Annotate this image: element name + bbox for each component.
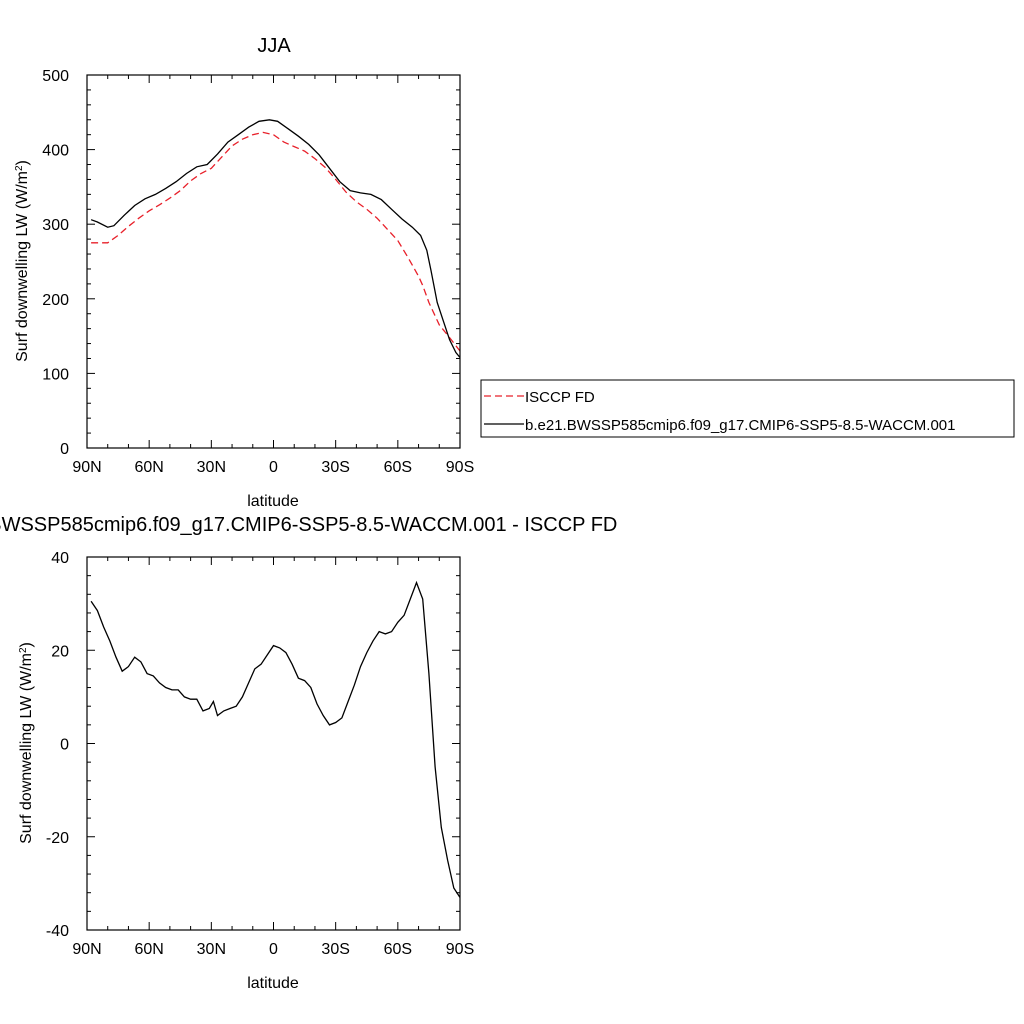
x-tick-label: 90N (72, 941, 101, 958)
bottom-chart-plot-frame (86, 556, 461, 931)
top-chart-title: JJA (257, 35, 291, 57)
top-chart-x-tick-labels: 90N 60N 30N 0 30S 60S 90S (72, 459, 474, 476)
top-chart-y-axis-label: Surf downwelling LW (W/m2) (14, 160, 32, 362)
x-tick-label: 60S (384, 941, 412, 958)
bottom-chart-series (90, 580, 460, 899)
x-tick-label: 30S (321, 941, 349, 958)
x-tick-label: 60N (134, 941, 163, 958)
x-tick-label: 30N (197, 459, 226, 476)
top-chart-y-axis-label-main: Surf downwelling LW (W/m (14, 171, 31, 362)
x-tick-label: 90S (446, 941, 474, 958)
x-tick-label: 0 (269, 459, 278, 476)
x-tick-label: 30N (197, 941, 226, 958)
top-chart-y-axis-label-sup: 2 (14, 165, 25, 171)
x-tick-label: 0 (269, 941, 278, 958)
x-tick-label: 60N (134, 459, 163, 476)
x-tick-label: 90N (72, 459, 101, 476)
x-tick-label: 90S (446, 459, 474, 476)
top-chart-legend: ISCCP FD b.e21.BWSSP585cmip6.f09_g17.CMI… (480, 379, 1015, 438)
top-chart-plot-frame (86, 74, 461, 449)
y-tick-label: 0 (60, 737, 69, 754)
top-chart-x-axis-label: latitude (247, 493, 299, 510)
x-tick-label: 60S (384, 459, 412, 476)
bottom-chart-ticks (86, 556, 461, 931)
y-tick-label: 500 (42, 68, 69, 85)
y-tick-label: 20 (51, 643, 69, 660)
series-line-0 (91, 131, 460, 352)
top-chart-series (90, 119, 460, 359)
bottom-chart-y-axis-label-close: ) (18, 642, 35, 647)
y-tick-label: 300 (42, 217, 69, 234)
top-chart-y-axis-label-close: ) (14, 160, 31, 165)
bottom-chart-x-axis-label: latitude (247, 975, 299, 992)
bottom-chart-y-axis-label-sup: 2 (18, 647, 29, 653)
series-line-1 (90, 119, 460, 359)
bottom-chart: b.e21.BWSSP585cmip6.f09_g17.CMIP6-SSP5-8… (0, 514, 617, 992)
y-tick-label: -40 (46, 923, 69, 940)
top-chart-ticks (86, 74, 461, 449)
legend-box (480, 379, 1015, 438)
y-tick-label: -20 (46, 830, 69, 847)
y-tick-label: 40 (51, 550, 69, 567)
y-tick-label: 400 (42, 143, 69, 160)
bottom-chart-y-tick-labels: -40 -20 0 20 40 (46, 550, 69, 940)
bottom-chart-x-tick-labels: 90N 60N 30N 0 30S 60S 90S (72, 941, 474, 958)
y-tick-label: 100 (42, 366, 69, 383)
top-chart: JJA 90N 60N 30N 0 30S 60S 90S 0 100 200 300 400 500… (14, 35, 1015, 510)
bottom-chart-y-axis-label-main: Surf downwelling LW (W/m (18, 653, 35, 844)
legend-label-isccp: ISCCP FD (525, 389, 595, 406)
bottom-chart-y-axis-label: Surf downwelling LW (W/m2) (18, 642, 36, 844)
x-tick-label: 30S (321, 459, 349, 476)
y-tick-label: 200 (42, 292, 69, 309)
legend-label-model: b.e21.BWSSP585cmip6.f09_g17.CMIP6-SSP5-8… (525, 417, 955, 434)
y-tick-label: 0 (60, 441, 69, 458)
top-chart-y-tick-labels: 0 100 200 300 400 500 (42, 68, 69, 458)
series-line-0 (90, 580, 460, 899)
bottom-chart-title: b.e21.BWSSP585cmip6.f09_g17.CMIP6-SSP5-8… (0, 514, 617, 536)
